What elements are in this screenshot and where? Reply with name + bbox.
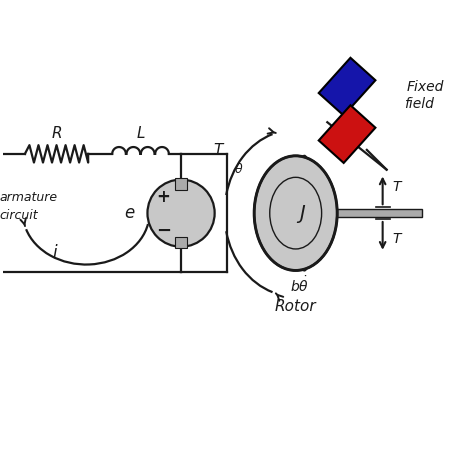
Ellipse shape — [254, 156, 337, 270]
Text: T: T — [392, 232, 401, 246]
Text: T: T — [392, 180, 401, 194]
Text: T: T — [213, 144, 223, 158]
Circle shape — [148, 180, 215, 247]
Text: b$\dot{\theta}$: b$\dot{\theta}$ — [290, 276, 309, 295]
Text: e: e — [125, 204, 135, 222]
Polygon shape — [319, 58, 375, 116]
Ellipse shape — [270, 177, 322, 249]
Text: +: + — [156, 188, 170, 206]
Text: Fixed: Fixed — [406, 80, 444, 94]
Text: i: i — [52, 243, 57, 261]
Bar — [175, 237, 187, 248]
Text: circuit: circuit — [0, 209, 38, 221]
Ellipse shape — [297, 156, 312, 270]
Text: θ: θ — [234, 163, 242, 176]
Text: J: J — [299, 204, 305, 223]
Text: R: R — [51, 126, 62, 141]
Text: −: − — [156, 222, 171, 240]
Text: armature: armature — [0, 191, 57, 204]
Bar — [175, 179, 187, 189]
Text: Rotor: Rotor — [275, 298, 316, 314]
Polygon shape — [319, 105, 375, 163]
Text: L: L — [136, 126, 145, 141]
Text: field: field — [405, 98, 434, 112]
Bar — [333, 209, 422, 217]
